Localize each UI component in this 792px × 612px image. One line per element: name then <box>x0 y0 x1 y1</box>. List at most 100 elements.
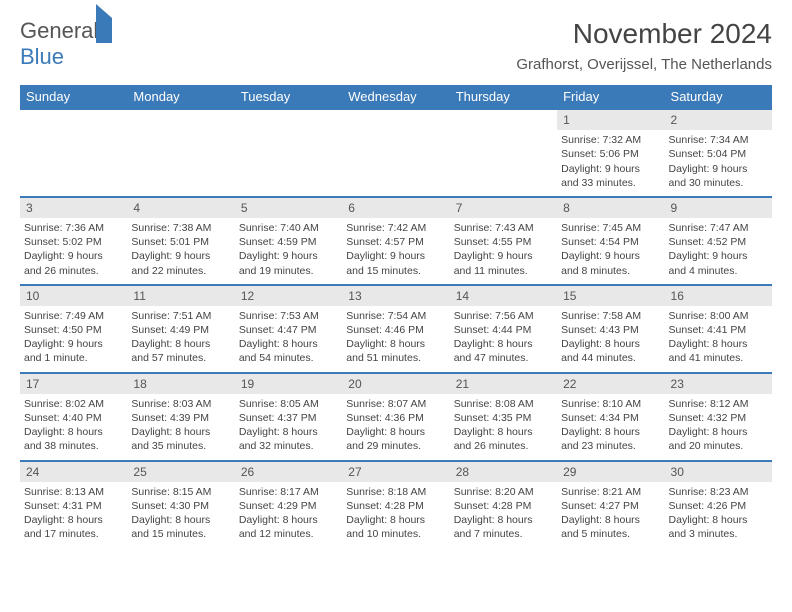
daylight-text-2: and 11 minutes. <box>454 264 553 278</box>
day-info-row: Sunrise: 7:36 AMSunset: 5:02 PMDaylight:… <box>20 218 772 285</box>
sunset-text: Sunset: 4:27 PM <box>561 499 660 513</box>
sunrise-text: Sunrise: 8:18 AM <box>346 485 445 499</box>
daylight-text-2: and 33 minutes. <box>561 176 660 190</box>
daylight-text-1: Daylight: 8 hours <box>131 513 230 527</box>
daylight-text-1: Daylight: 8 hours <box>24 513 123 527</box>
day-info-row: Sunrise: 7:49 AMSunset: 4:50 PMDaylight:… <box>20 306 772 373</box>
daylight-text-1: Daylight: 9 hours <box>24 337 123 351</box>
day-info-cell: Sunrise: 7:58 AMSunset: 4:43 PMDaylight:… <box>557 306 664 373</box>
daylight-text-1: Daylight: 9 hours <box>669 249 768 263</box>
day-header: Sunday <box>20 85 127 109</box>
daylight-text-2: and 29 minutes. <box>346 439 445 453</box>
daylight-text-1: Daylight: 9 hours <box>24 249 123 263</box>
daylight-text-1: Daylight: 9 hours <box>561 162 660 176</box>
logo-text: General Blue <box>20 18 112 70</box>
daylight-text-2: and 3 minutes. <box>669 527 768 541</box>
sunset-text: Sunset: 4:31 PM <box>24 499 123 513</box>
day-number-cell: 18 <box>127 373 234 394</box>
title-location: Grafhorst, Overijssel, The Netherlands <box>516 56 772 73</box>
day-info-row: Sunrise: 8:02 AMSunset: 4:40 PMDaylight:… <box>20 394 772 461</box>
day-info-cell: Sunrise: 7:40 AMSunset: 4:59 PMDaylight:… <box>235 218 342 285</box>
sunset-text: Sunset: 4:29 PM <box>239 499 338 513</box>
sunrise-text: Sunrise: 7:40 AM <box>239 221 338 235</box>
sunrise-text: Sunrise: 7:38 AM <box>131 221 230 235</box>
daylight-text-2: and 15 minutes. <box>131 527 230 541</box>
sunset-text: Sunset: 4:46 PM <box>346 323 445 337</box>
day-info-cell: Sunrise: 7:53 AMSunset: 4:47 PMDaylight:… <box>235 306 342 373</box>
day-info-cell: Sunrise: 7:56 AMSunset: 4:44 PMDaylight:… <box>450 306 557 373</box>
sunrise-text: Sunrise: 7:56 AM <box>454 309 553 323</box>
day-number-cell: 30 <box>665 461 772 482</box>
sunrise-text: Sunrise: 7:54 AM <box>346 309 445 323</box>
day-info-cell: Sunrise: 8:10 AMSunset: 4:34 PMDaylight:… <box>557 394 664 461</box>
sunrise-text: Sunrise: 7:51 AM <box>131 309 230 323</box>
sunrise-text: Sunrise: 7:47 AM <box>669 221 768 235</box>
sunrise-text: Sunrise: 8:17 AM <box>239 485 338 499</box>
logo-triangle-icon <box>96 4 112 43</box>
sunset-text: Sunset: 4:50 PM <box>24 323 123 337</box>
day-header: Friday <box>557 85 664 109</box>
sunset-text: Sunset: 4:30 PM <box>131 499 230 513</box>
daylight-text-2: and 1 minute. <box>24 351 123 365</box>
sunrise-text: Sunrise: 7:42 AM <box>346 221 445 235</box>
day-number-cell: 27 <box>342 461 449 482</box>
daylight-text-1: Daylight: 8 hours <box>669 337 768 351</box>
day-number-cell: 5 <box>235 197 342 218</box>
day-info-cell: Sunrise: 8:15 AMSunset: 4:30 PMDaylight:… <box>127 482 234 548</box>
sunset-text: Sunset: 4:55 PM <box>454 235 553 249</box>
logo: General Blue <box>20 18 112 70</box>
sunset-text: Sunset: 4:32 PM <box>669 411 768 425</box>
day-number-cell <box>20 109 127 130</box>
day-header: Wednesday <box>342 85 449 109</box>
header: General Blue November 2024 Grafhorst, Ov… <box>20 18 772 73</box>
daylight-text-1: Daylight: 8 hours <box>669 513 768 527</box>
sunset-text: Sunset: 5:01 PM <box>131 235 230 249</box>
day-number-cell: 22 <box>557 373 664 394</box>
day-info-cell: Sunrise: 7:43 AMSunset: 4:55 PMDaylight:… <box>450 218 557 285</box>
day-number-row: 24252627282930 <box>20 461 772 482</box>
day-number-cell: 15 <box>557 285 664 306</box>
sunrise-text: Sunrise: 7:49 AM <box>24 309 123 323</box>
day-number-cell: 28 <box>450 461 557 482</box>
sunset-text: Sunset: 4:34 PM <box>561 411 660 425</box>
day-info-cell: Sunrise: 7:45 AMSunset: 4:54 PMDaylight:… <box>557 218 664 285</box>
day-number-cell: 21 <box>450 373 557 394</box>
logo-part2: Blue <box>20 44 64 69</box>
daylight-text-1: Daylight: 8 hours <box>454 337 553 351</box>
day-info-cell: Sunrise: 8:21 AMSunset: 4:27 PMDaylight:… <box>557 482 664 548</box>
sunrise-text: Sunrise: 7:43 AM <box>454 221 553 235</box>
daylight-text-1: Daylight: 8 hours <box>346 513 445 527</box>
day-number-row: 12 <box>20 109 772 130</box>
day-info-cell <box>20 130 127 197</box>
daylight-text-1: Daylight: 8 hours <box>239 513 338 527</box>
sunset-text: Sunset: 5:04 PM <box>669 147 768 161</box>
day-number-cell: 13 <box>342 285 449 306</box>
daylight-text-1: Daylight: 8 hours <box>454 513 553 527</box>
sunset-text: Sunset: 4:39 PM <box>131 411 230 425</box>
sunset-text: Sunset: 5:06 PM <box>561 147 660 161</box>
day-number-cell: 29 <box>557 461 664 482</box>
daylight-text-2: and 47 minutes. <box>454 351 553 365</box>
sunrise-text: Sunrise: 8:12 AM <box>669 397 768 411</box>
daylight-text-2: and 12 minutes. <box>239 527 338 541</box>
daylight-text-2: and 15 minutes. <box>346 264 445 278</box>
day-info-cell <box>450 130 557 197</box>
daylight-text-2: and 23 minutes. <box>561 439 660 453</box>
daylight-text-2: and 19 minutes. <box>239 264 338 278</box>
day-number-cell <box>127 109 234 130</box>
calendar-table: SundayMondayTuesdayWednesdayThursdayFrid… <box>20 85 772 547</box>
daylight-text-2: and 30 minutes. <box>669 176 768 190</box>
sunrise-text: Sunrise: 8:20 AM <box>454 485 553 499</box>
day-info-cell: Sunrise: 8:18 AMSunset: 4:28 PMDaylight:… <box>342 482 449 548</box>
day-number-cell: 4 <box>127 197 234 218</box>
sunset-text: Sunset: 5:02 PM <box>24 235 123 249</box>
daylight-text-1: Daylight: 9 hours <box>131 249 230 263</box>
day-number-cell <box>235 109 342 130</box>
day-number-row: 3456789 <box>20 197 772 218</box>
day-number-cell: 12 <box>235 285 342 306</box>
sunset-text: Sunset: 4:41 PM <box>669 323 768 337</box>
daylight-text-1: Daylight: 8 hours <box>561 337 660 351</box>
sunrise-text: Sunrise: 7:58 AM <box>561 309 660 323</box>
day-info-cell: Sunrise: 8:13 AMSunset: 4:31 PMDaylight:… <box>20 482 127 548</box>
day-number-cell: 26 <box>235 461 342 482</box>
